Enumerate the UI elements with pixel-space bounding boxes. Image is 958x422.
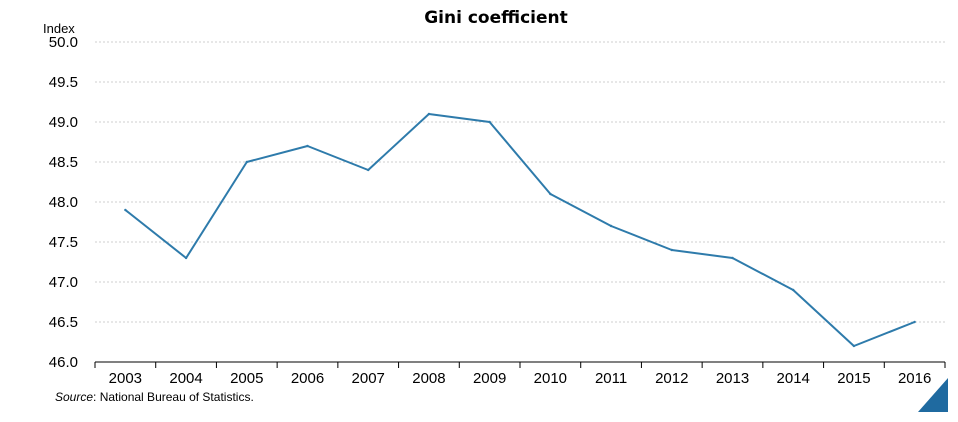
x-tick-label-2007: 2007 — [352, 370, 385, 387]
x-tick-label-2011: 2011 — [595, 370, 627, 387]
data-point-2004 — [184, 256, 188, 260]
data-point-2007 — [367, 168, 370, 172]
corner-decoration — [918, 378, 948, 412]
x-tick-label-2008: 2008 — [412, 370, 445, 387]
x-tick-label-2006: 2006 — [291, 370, 324, 387]
y-tick-label: 47.5 — [49, 234, 78, 251]
chart-title: Gini coefficient — [424, 8, 568, 28]
x-tick-label-2010: 2010 — [534, 370, 567, 387]
data-point-2011 — [609, 224, 613, 228]
source-note: Source: National Bureau of Statistics. — [55, 390, 254, 404]
series-group — [124, 112, 916, 348]
data-point-2012 — [670, 248, 673, 252]
y-tick-label: 49.0 — [49, 114, 78, 131]
data-point-2005 — [245, 160, 248, 164]
series-line-0 — [124, 113, 915, 347]
x-tick-label-2009: 2009 — [473, 370, 506, 387]
y-tick-label: 50.0 — [49, 34, 78, 51]
x-tick-label-2015: 2015 — [837, 370, 870, 387]
data-point-2008 — [427, 112, 431, 116]
data-point-2010 — [549, 192, 552, 196]
gridlines — [95, 41, 945, 323]
y-axis-ticks: 46.0 46.5 47.0 47.5 48.0 48.5 49.0 49.5 50.0 — [49, 34, 78, 371]
y-tick-label: 49.5 — [49, 74, 78, 91]
data-point-2015 — [852, 344, 856, 348]
x-tick-label-2014: 2014 — [777, 370, 810, 387]
y-tick-label: 46.0 — [49, 354, 78, 371]
x-tick-label-2005: 2005 — [230, 370, 263, 387]
y-axis-unit-label: Index — [43, 21, 75, 36]
source-text: : National Bureau of Statistics. — [93, 390, 254, 404]
source-prefix: Source — [55, 390, 94, 404]
x-tick-label-2004: 2004 — [169, 370, 202, 387]
y-tick-label: 46.5 — [49, 314, 78, 331]
x-tick-label-2003: 2003 — [109, 370, 142, 387]
x-axis: 2003 2004 2005 2006 2007 2008 2009 2010 2011 2012… — [94, 361, 946, 387]
data-point-2003 — [124, 208, 127, 212]
y-tick-label: 48.0 — [49, 194, 78, 211]
data-point-2016 — [913, 320, 916, 324]
y-tick-label: 47.0 — [49, 274, 78, 291]
data-point-2013 — [731, 256, 734, 260]
data-point-2006 — [306, 144, 309, 148]
x-tick-label-2012: 2012 — [655, 370, 688, 387]
data-point-2009 — [488, 120, 491, 124]
y-tick-label: 48.5 — [49, 154, 78, 171]
data-point-2014 — [792, 288, 795, 292]
x-tick-label-2013: 2013 — [716, 370, 749, 387]
